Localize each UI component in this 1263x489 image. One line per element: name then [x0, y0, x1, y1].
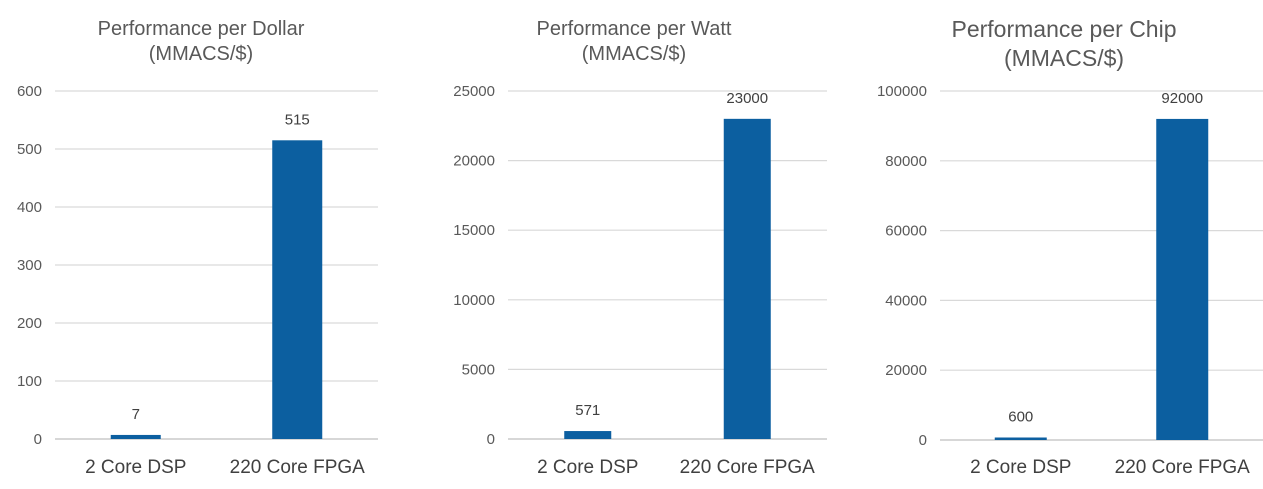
data-label: 515 [285, 111, 310, 128]
chart-title: Performance per Chip [952, 16, 1177, 42]
data-label: 571 [575, 402, 600, 419]
bar [110, 434, 161, 439]
y-tick-label: 10000 [453, 292, 495, 309]
x-tick-label: 220 Core FPGA [680, 457, 815, 478]
chart-title: Performance per Watt [537, 18, 732, 40]
x-tick-label: 2 Core DSP [85, 457, 186, 478]
y-tick-label: 100000 [877, 83, 927, 100]
bar [723, 118, 771, 439]
y-tick-label: 15000 [453, 222, 495, 239]
data-label: 7 [132, 406, 140, 423]
y-tick-label: 20000 [453, 153, 495, 170]
chart-title: Performance per Dollar [98, 18, 305, 40]
data-label: 23000 [726, 90, 768, 107]
y-tick-label: 60000 [885, 223, 927, 240]
y-tick-label: 300 [17, 257, 42, 274]
y-tick-label: 0 [919, 432, 927, 449]
chart-subtitle: (MMACS/$) [582, 43, 686, 65]
y-tick-label: 5000 [462, 361, 495, 378]
x-tick-label: 2 Core DSP [537, 457, 638, 478]
x-tick-label: 2 Core DSP [970, 457, 1071, 478]
y-tick-label: 20000 [885, 362, 927, 379]
y-tick-label: 500 [17, 141, 42, 158]
bar [994, 437, 1047, 440]
bar [272, 140, 323, 440]
y-tick-label: 400 [17, 199, 42, 216]
bar [1156, 118, 1209, 441]
x-tick-label: 220 Core FPGA [1115, 457, 1250, 478]
y-tick-label: 0 [34, 431, 42, 448]
x-tick-label: 220 Core FPGA [230, 457, 365, 478]
y-tick-label: 600 [17, 83, 42, 100]
chart-subtitle: (MMACS/$) [149, 43, 253, 65]
bar [564, 431, 612, 439]
chart-subtitle: (MMACS/$) [1004, 45, 1124, 71]
data-label: 600 [1008, 409, 1033, 426]
y-tick-label: 100 [17, 373, 42, 390]
y-tick-label: 40000 [885, 292, 927, 309]
y-tick-label: 80000 [885, 153, 927, 170]
y-tick-label: 25000 [453, 83, 495, 100]
y-tick-label: 200 [17, 315, 42, 332]
data-label: 92000 [1161, 90, 1203, 107]
y-tick-label: 0 [487, 431, 495, 448]
